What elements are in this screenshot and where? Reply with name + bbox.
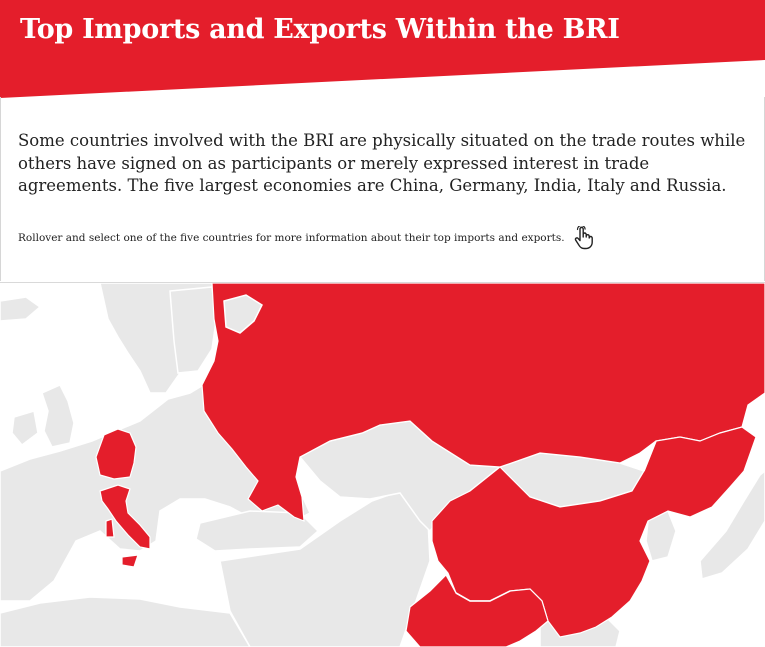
ireland-land [11,410,39,447]
pointer-hand-icon [573,224,593,250]
header-background [0,0,765,98]
white-sea-water [223,294,263,334]
china-russia-border [643,440,657,472]
instruction-row: Rollover and select one of the five coun… [18,224,593,250]
north-africa-land [0,596,251,647]
header-banner: Top Imports and Exports Within the BRI [0,0,765,110]
india-country[interactable] [405,574,549,647]
page-title: Top Imports and Exports Within the BRI [20,14,620,45]
instruction-text: Rollover and select one of the five coun… [18,232,565,244]
sardinia-island[interactable] [105,518,115,538]
sicily-island[interactable] [121,554,139,568]
iceland-land [0,296,42,322]
china-india-border [455,590,511,602]
middle-east-land [219,490,431,647]
map-canvas [0,283,765,647]
bri-map [0,282,765,647]
uk-land [41,384,75,448]
intro-paragraph: Some countries involved with the BRI are… [18,131,746,195]
italy-country[interactable] [99,484,151,550]
japan-land [699,470,765,580]
germany-country[interactable] [95,428,137,480]
finland-land [169,286,217,374]
turkey-land [195,510,320,552]
